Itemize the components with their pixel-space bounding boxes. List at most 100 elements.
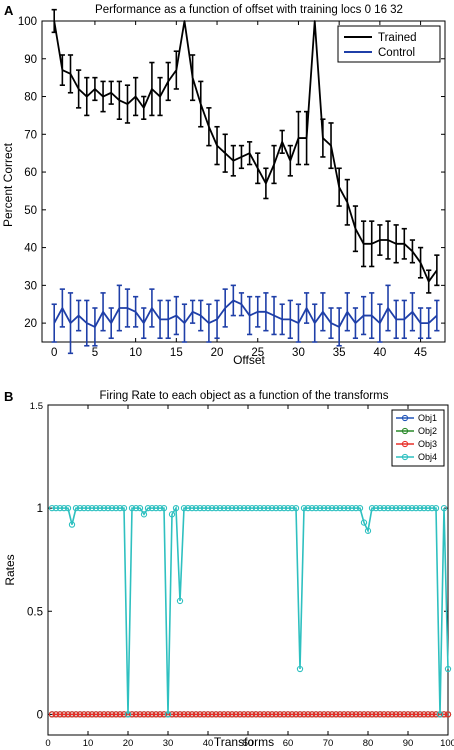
chart-b-point-obj3 bbox=[416, 711, 424, 718]
chart-b-point-obj3 bbox=[48, 711, 56, 718]
chart-b-point-obj4 bbox=[428, 504, 436, 512]
chart-b-xtick-label: 70 bbox=[323, 738, 334, 749]
chart-b-point-obj3 bbox=[428, 711, 436, 718]
chart-a-legend-label: Control bbox=[378, 47, 415, 59]
chart-b-point-obj4 bbox=[232, 504, 240, 512]
chart-b-point-obj3 bbox=[404, 711, 412, 718]
chart-b-point-obj3 bbox=[288, 711, 296, 718]
chart-b-point-obj3 bbox=[200, 711, 208, 718]
chart-a-ytick-label: 70 bbox=[24, 129, 37, 141]
chart-b-point-obj4 bbox=[208, 504, 216, 512]
chart-b-point-obj4 bbox=[328, 504, 336, 512]
chart-b-point-obj4 bbox=[308, 504, 316, 512]
chart-b-point-obj3 bbox=[308, 711, 316, 718]
chart-b-point-obj3 bbox=[68, 711, 76, 718]
chart-b-point-obj3 bbox=[240, 711, 248, 718]
chart-b-point-obj3 bbox=[260, 711, 268, 718]
chart-b-point-obj3 bbox=[248, 711, 256, 718]
chart-b-point-obj3 bbox=[304, 711, 312, 718]
chart-b-point-obj3 bbox=[284, 711, 292, 718]
chart-b-point-obj4 bbox=[404, 504, 412, 512]
chart-b-point-obj4 bbox=[348, 504, 356, 512]
chart-b-point-obj3 bbox=[388, 711, 396, 718]
chart-b-point-obj3 bbox=[52, 711, 60, 718]
chart-b-point-obj4 bbox=[408, 504, 416, 512]
chart-b-point-obj4 bbox=[336, 504, 344, 512]
chart-b-point-obj3 bbox=[320, 711, 328, 718]
chart-b-point-obj4 bbox=[144, 504, 152, 512]
chart-b-point-obj3 bbox=[328, 711, 336, 718]
chart-b-point-obj3 bbox=[64, 711, 72, 718]
chart-a-ytick-label: 100 bbox=[18, 16, 37, 28]
chart-b-xtick-label: 100 bbox=[440, 738, 454, 749]
chart-b-point-obj3 bbox=[204, 711, 212, 718]
chart-b-point-obj4 bbox=[320, 504, 328, 512]
chart-b-point-obj3 bbox=[108, 711, 116, 718]
chart-b-point-obj3 bbox=[380, 711, 388, 718]
chart-b-point-obj4 bbox=[152, 504, 160, 512]
chart-b-point-obj4 bbox=[204, 504, 212, 512]
chart-b-point-obj4 bbox=[344, 504, 352, 512]
chart-a-xtick-label: 5 bbox=[92, 347, 98, 359]
chart-b-point-obj4 bbox=[112, 504, 120, 512]
chart-b-point-obj3 bbox=[264, 711, 272, 718]
chart-b-point-obj4 bbox=[104, 504, 112, 512]
chart-b-legend-label: Obj3 bbox=[418, 439, 437, 449]
chart-b-point-obj3 bbox=[212, 711, 220, 718]
chart-b-point-obj4 bbox=[88, 504, 96, 512]
chart-b-point-obj4 bbox=[376, 504, 384, 512]
chart-b-point-obj3 bbox=[392, 711, 400, 718]
chart-a-ytick-label: 80 bbox=[24, 92, 37, 104]
chart-a-xtick-label: 20 bbox=[211, 347, 224, 359]
chart-b-point-obj4 bbox=[228, 504, 236, 512]
chart-b-point-obj3 bbox=[336, 711, 344, 718]
chart-a-series-line-control bbox=[53, 299, 438, 328]
chart-b-point-obj3 bbox=[188, 711, 196, 718]
chart-b-point-obj3 bbox=[60, 711, 68, 718]
chart-b-point-obj4 bbox=[148, 504, 156, 512]
chart-b-point-obj3 bbox=[376, 711, 384, 718]
chart-b-point-obj4 bbox=[248, 504, 256, 512]
chart-b-point-obj4 bbox=[136, 504, 144, 512]
chart-b-point-obj4 bbox=[220, 504, 228, 512]
chart-b-point-obj4 bbox=[156, 504, 164, 512]
chart-b-point-obj3 bbox=[400, 711, 408, 718]
chart-b-point-obj3 bbox=[420, 711, 428, 718]
chart-a-xtick-label: 15 bbox=[170, 347, 183, 359]
chart-b-ytick-label: 1.5 bbox=[30, 401, 43, 412]
chart-b-point-obj3 bbox=[360, 711, 368, 718]
chart-b-point-obj4 bbox=[244, 504, 252, 512]
chart-b-point-obj3 bbox=[224, 711, 232, 718]
chart-a-xtick-label: 0 bbox=[51, 347, 57, 359]
chart-b-point-obj3 bbox=[384, 711, 392, 718]
chart-b-point-obj4 bbox=[444, 665, 452, 673]
chart-b-point-obj3 bbox=[344, 711, 352, 718]
chart-b-legend-marker bbox=[401, 414, 409, 422]
chart-b-point-obj3 bbox=[396, 711, 404, 718]
chart-a-xtick-label: 25 bbox=[251, 347, 264, 359]
chart-b-point-obj4 bbox=[396, 504, 404, 512]
chart-b-point-obj3 bbox=[440, 711, 448, 718]
chart-b-point-obj3 bbox=[144, 711, 152, 718]
chart-a-legend bbox=[337, 25, 441, 63]
chart-b-point-obj3 bbox=[72, 711, 80, 718]
chart-b-point-obj3 bbox=[156, 711, 164, 718]
chart-b-point-obj4 bbox=[276, 504, 284, 512]
chart-b-point-obj3 bbox=[112, 711, 120, 718]
chart-a-title: Performance as a function of offset with… bbox=[95, 4, 403, 16]
chart-b-point-obj3 bbox=[364, 711, 372, 718]
chart-b-point-obj4 bbox=[84, 504, 92, 512]
chart-b-point-obj3 bbox=[128, 711, 136, 718]
chart-b-point-obj4 bbox=[304, 504, 312, 512]
chart-b: 0 10 20 30 40 50 60 70 80 90 100 0 0.5 1 1.5 Obj1 Obj2 Ob… bbox=[27, 401, 454, 749]
chart-b-point-obj3 bbox=[316, 711, 324, 718]
chart-b-point-obj4 bbox=[184, 504, 192, 512]
chart-b-point-obj4 bbox=[400, 504, 408, 512]
chart-b-point-obj3 bbox=[232, 711, 240, 718]
chart-b-point-obj4 bbox=[68, 521, 76, 528]
chart-a-ytick-label: 50 bbox=[24, 205, 37, 217]
chart-b-point-obj3 bbox=[76, 711, 84, 718]
chart-b-point-obj3 bbox=[104, 711, 112, 718]
chart-b-point-obj3 bbox=[176, 711, 184, 718]
chart-b-point-obj3 bbox=[184, 711, 192, 718]
